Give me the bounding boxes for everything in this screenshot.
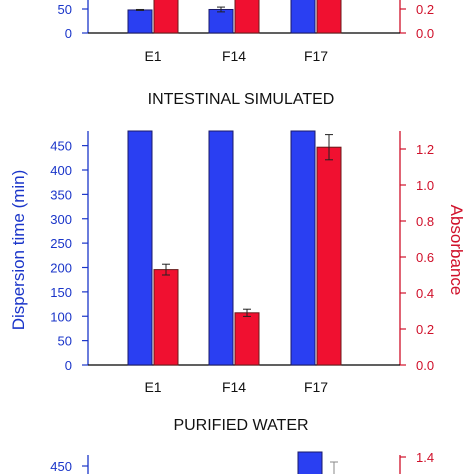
panel-top-bar-absorbance-e1 [153,0,179,34]
panel-middle-tick-left: 450 [50,139,72,154]
panel-top-category-label: F17 [304,48,328,64]
panel-bottom-bar-dispersion-f17 [297,451,323,474]
panel-middle: INTESTINAL SIMULATED 0 50 100 150 200 250 300 3… [9,91,466,395]
panel-middle-tick-left: 250 [50,236,72,251]
panel-middle-category-label: E1 [144,379,161,395]
panel-middle-bar-absorbance-f14 [234,312,260,366]
panel-middle-bar-absorbance-e1 [153,269,179,366]
panel-middle-bar-dispersion-f17 [290,130,316,366]
panel-middle-tick-left: 150 [50,285,72,300]
panel-bottom-tick-left: 450 [50,459,72,474]
panel-middle-tick-left: 400 [50,163,72,178]
panel-middle-y2-axis-title: Absorbance [447,205,466,296]
panel-middle-bar-absorbance-f17 [316,146,342,366]
panel-bottom: PURIFIED WATER 450 1.4 [50,417,434,474]
panel-bottom-title: PURIFIED WATER [173,417,308,434]
panel-middle-tick-right: 0.4 [416,286,434,301]
panel-middle-tick-right: 1.2 [416,142,434,157]
panel-middle-bar-dispersion-e1 [127,130,153,366]
panel-middle-tick-left: 0 [65,358,72,373]
panel-top-bar-absorbance-f14 [234,0,260,34]
panel-middle-tick-left: 300 [50,212,72,227]
panel-top-tick-left: 0 [65,26,72,41]
panel-middle-tick-right: 0.0 [416,358,434,373]
panel-middle-tick-right: 0.2 [416,322,434,337]
panel-middle-tick-left: 200 [50,261,72,276]
panel-middle-tick-left: 100 [50,309,72,324]
panel-top-category-label: F14 [222,48,246,64]
panel-middle-title: INTESTINAL SIMULATED [148,91,335,108]
panel-middle-bar-dispersion-f14 [208,130,234,366]
panel-middle-tick-right: 1.0 [416,178,434,193]
panel-bottom-tick-right: 1.4 [416,450,434,465]
panel-top-bar-dispersion-f14 [208,8,234,34]
panel-top-bar-absorbance-f17 [316,0,342,34]
panel-top-bar-dispersion-e1 [127,9,153,34]
panel-middle-tick-right: 0.8 [416,214,434,229]
panel-middle-tick-left: 350 [50,187,72,202]
panel-middle-category-label: F14 [222,379,246,395]
panel-middle-y-axis-title: Dispersion time (min) [9,170,28,331]
panel-top-tick-right: 0.2 [416,2,434,17]
panel-top-bar-dispersion-f17 [290,0,316,34]
panel-middle-tick-right: 0.6 [416,250,434,265]
panel-top-tick-left: 50 [58,2,72,17]
panel-middle-tick-left: 50 [58,334,72,349]
panel-top-tick-right: 0.0 [416,26,434,41]
panel-middle-category-label: F17 [304,379,328,395]
panel-top: 50 0 0.2 0.0 E1 F14 F17 [58,0,434,64]
panel-top-category-label: E1 [144,48,161,64]
